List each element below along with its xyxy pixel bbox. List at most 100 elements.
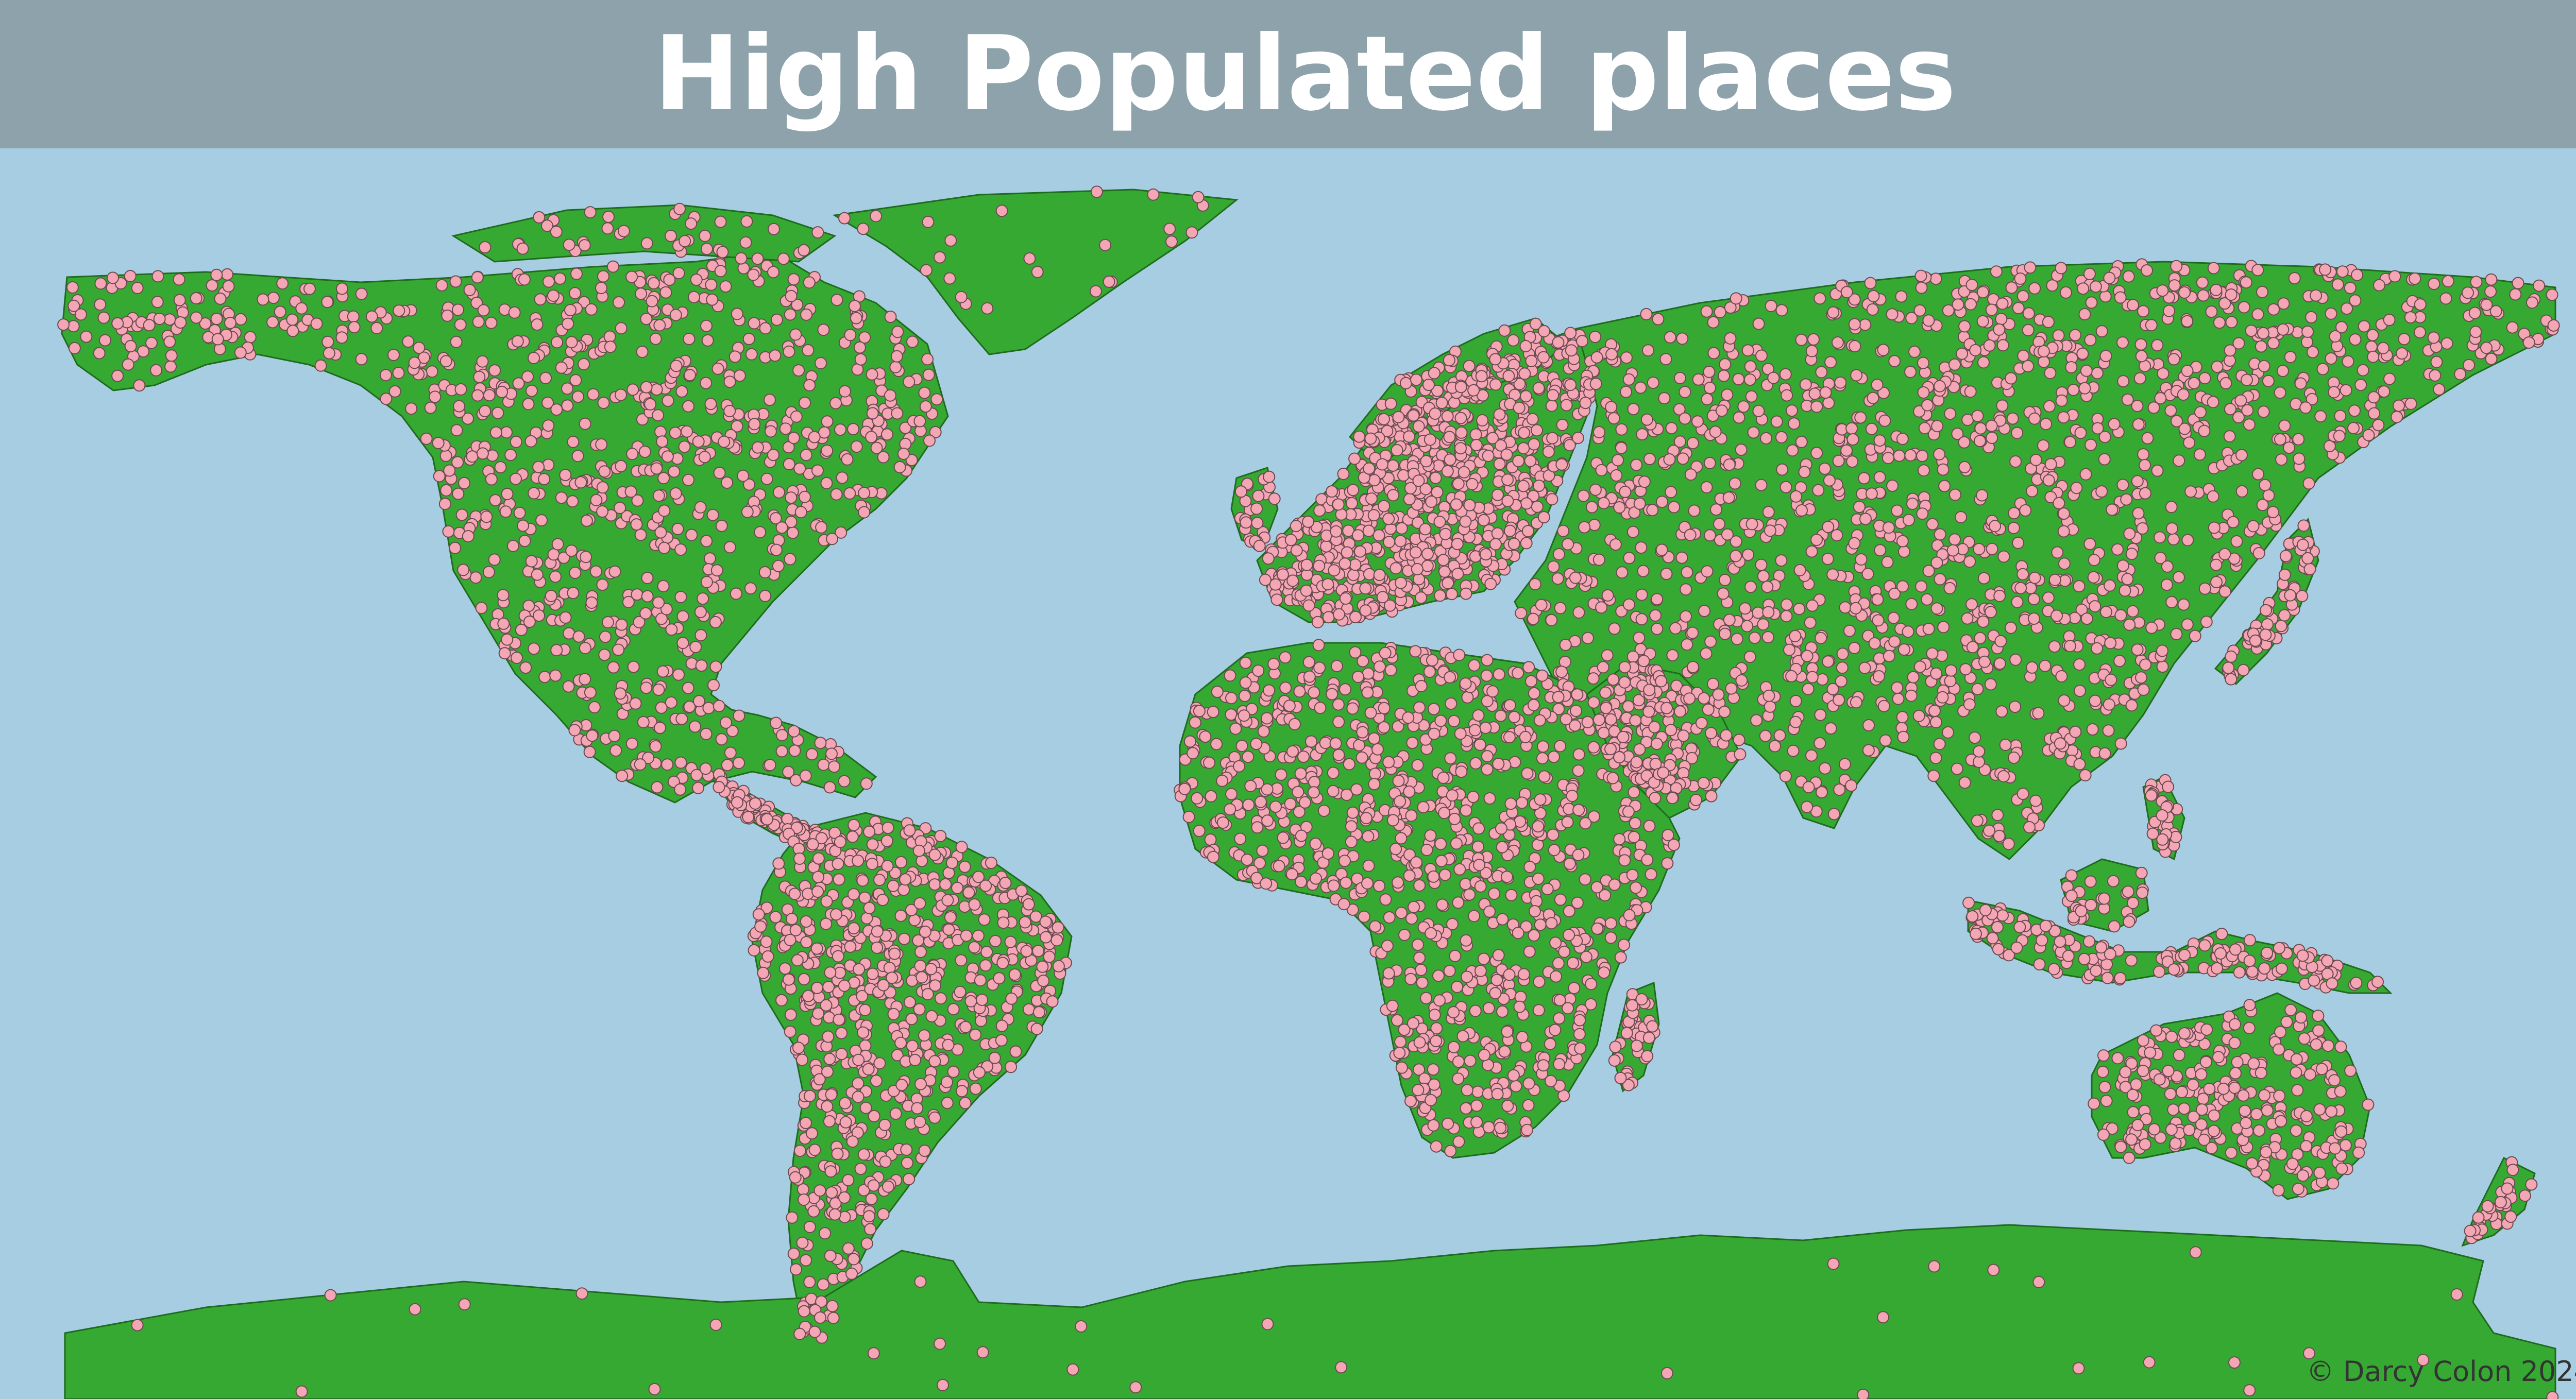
place-marker bbox=[870, 1074, 883, 1087]
place-marker bbox=[2073, 658, 2086, 671]
place-marker bbox=[1488, 888, 1501, 900]
place-marker bbox=[1353, 545, 1366, 558]
place-marker bbox=[2137, 448, 2150, 461]
place-marker bbox=[973, 1066, 986, 1079]
place-marker bbox=[1789, 715, 1802, 728]
place-marker bbox=[1548, 750, 1560, 763]
place-marker bbox=[669, 426, 682, 439]
place-marker bbox=[1755, 479, 1768, 491]
place-marker bbox=[2145, 621, 2158, 634]
place-marker bbox=[764, 394, 776, 406]
place-marker bbox=[1853, 501, 1866, 513]
place-marker bbox=[1420, 992, 1433, 1004]
place-marker bbox=[1532, 820, 1545, 833]
place-marker bbox=[355, 353, 368, 366]
place-marker bbox=[1224, 669, 1236, 682]
place-marker bbox=[825, 1088, 838, 1101]
place-marker bbox=[1460, 1102, 1472, 1115]
place-marker bbox=[1775, 554, 1788, 567]
place-marker bbox=[786, 526, 799, 539]
place-marker bbox=[1406, 737, 1419, 749]
place-marker bbox=[1944, 675, 1957, 688]
place-marker bbox=[1384, 397, 1397, 410]
place-marker bbox=[877, 1208, 890, 1221]
place-marker bbox=[625, 270, 638, 283]
place-marker bbox=[244, 331, 257, 344]
place-marker bbox=[1483, 792, 1496, 805]
place-marker bbox=[613, 296, 625, 309]
place-marker bbox=[1719, 627, 1732, 640]
place-marker bbox=[641, 590, 654, 603]
place-marker bbox=[1379, 646, 1392, 659]
place-marker bbox=[1826, 568, 1839, 581]
place-marker bbox=[726, 725, 739, 738]
place-marker bbox=[955, 954, 968, 967]
place-marker bbox=[1601, 589, 1614, 602]
place-marker bbox=[914, 1078, 927, 1090]
place-marker bbox=[420, 432, 433, 445]
place-marker bbox=[830, 908, 842, 921]
place-marker bbox=[393, 304, 405, 317]
place-marker bbox=[1801, 800, 1814, 813]
place-marker bbox=[1767, 371, 1780, 384]
place-marker bbox=[1356, 726, 1369, 739]
place-marker bbox=[2105, 673, 2117, 686]
place-marker bbox=[2132, 418, 2145, 431]
place-marker bbox=[453, 400, 466, 413]
place-marker bbox=[2048, 573, 2061, 586]
place-marker bbox=[2017, 349, 2030, 362]
place-marker bbox=[811, 464, 824, 477]
place-marker bbox=[1833, 783, 1846, 796]
place-marker bbox=[1147, 188, 1160, 201]
place-marker bbox=[1882, 521, 1895, 534]
place-marker bbox=[2243, 418, 2256, 431]
place-marker bbox=[1273, 860, 1285, 873]
place-marker bbox=[1321, 847, 1334, 860]
place-marker bbox=[784, 933, 796, 946]
place-marker bbox=[1242, 798, 1255, 811]
place-marker bbox=[1332, 498, 1345, 511]
place-marker bbox=[1020, 945, 1033, 958]
place-marker bbox=[2278, 419, 2291, 432]
place-marker bbox=[1958, 285, 1971, 298]
place-marker bbox=[834, 835, 846, 848]
place-marker bbox=[1556, 418, 1569, 431]
place-marker bbox=[266, 316, 279, 329]
place-marker bbox=[1536, 669, 1549, 682]
place-marker bbox=[811, 885, 824, 898]
place-marker bbox=[1930, 556, 1943, 569]
place-marker bbox=[995, 1019, 1008, 1032]
place-marker bbox=[638, 446, 651, 458]
place-marker bbox=[2123, 527, 2136, 540]
place-marker bbox=[934, 830, 947, 843]
place-marker bbox=[942, 923, 955, 936]
place-marker bbox=[405, 402, 418, 415]
place-marker bbox=[676, 610, 689, 623]
place-marker bbox=[1549, 1023, 1562, 1036]
place-marker bbox=[713, 781, 725, 794]
place-marker bbox=[2252, 547, 2265, 559]
place-marker bbox=[2225, 288, 2238, 301]
place-marker bbox=[561, 399, 574, 412]
place-marker bbox=[1467, 384, 1480, 397]
place-marker bbox=[1242, 750, 1255, 763]
place-marker bbox=[1510, 1080, 1522, 1093]
place-marker bbox=[521, 370, 534, 383]
place-marker bbox=[1430, 1140, 1443, 1153]
place-marker bbox=[1450, 498, 1463, 511]
place-marker bbox=[2102, 724, 2115, 737]
place-marker bbox=[2427, 331, 2440, 344]
place-marker bbox=[1819, 762, 1832, 775]
place-marker bbox=[694, 606, 707, 619]
place-marker bbox=[1971, 683, 1984, 695]
place-marker bbox=[1263, 470, 1276, 483]
place-marker bbox=[1293, 685, 1306, 698]
place-marker bbox=[1519, 730, 1532, 743]
place-marker bbox=[1362, 830, 1375, 843]
place-marker bbox=[489, 426, 502, 439]
place-marker bbox=[1646, 504, 1659, 517]
place-marker bbox=[587, 388, 600, 401]
place-marker bbox=[748, 317, 760, 330]
place-marker bbox=[1490, 974, 1503, 986]
place-marker bbox=[1812, 484, 1825, 497]
